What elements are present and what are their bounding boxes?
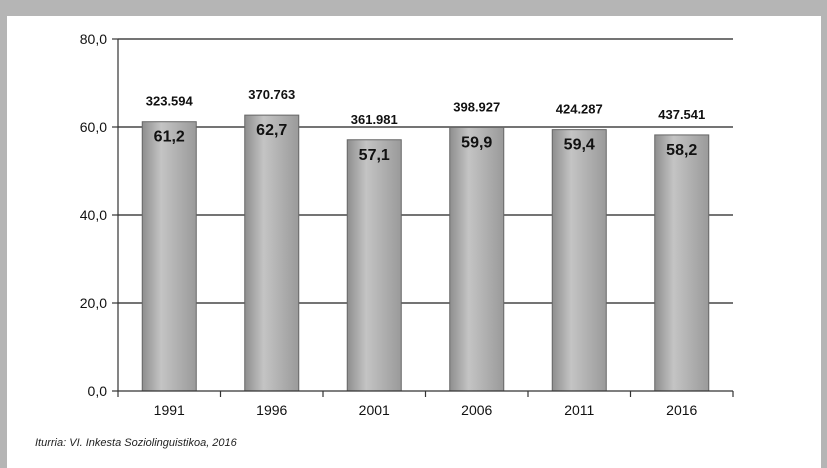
bar-2006 <box>449 126 505 392</box>
x-tick-label: 2006 <box>461 402 492 418</box>
bar-1996 <box>244 114 300 392</box>
value-label: 57,1 <box>359 147 390 164</box>
bar-2016 <box>654 134 710 392</box>
top-label: 323.594 <box>146 94 194 109</box>
frame-top <box>0 0 827 16</box>
y-tick-label: 80,0 <box>80 31 107 47</box>
value-label: 61,2 <box>154 129 185 146</box>
labels: 61,2 323.594 1991 62,7 370.763 1996 57,1 361.98… <box>146 87 706 418</box>
frame-right <box>821 0 827 468</box>
value-label: 59,4 <box>564 137 595 154</box>
top-label: 424.287 <box>556 102 603 117</box>
y-tick-label: 0,0 <box>88 383 108 399</box>
bar-1991 <box>141 121 197 392</box>
top-label: 398.927 <box>453 99 500 114</box>
value-label: 59,9 <box>461 134 492 151</box>
top-label: 370.763 <box>248 87 295 102</box>
frame-left <box>0 0 7 468</box>
top-label: 437.541 <box>658 107 705 122</box>
axes: 0,0 20,0 40,0 60,0 80,0 <box>80 31 734 399</box>
y-tick-label: 20,0 <box>80 295 107 311</box>
x-tick-label: 2001 <box>359 402 390 418</box>
value-label: 58,2 <box>666 142 697 159</box>
y-tick-label: 40,0 <box>80 207 107 223</box>
bar-2011 <box>551 129 607 392</box>
x-tick-label: 1996 <box>256 402 287 418</box>
x-tick-label: 1991 <box>154 402 185 418</box>
grid-lines <box>118 38 733 304</box>
bars <box>141 114 710 392</box>
top-label: 361.981 <box>351 112 398 127</box>
y-tick-label: 60,0 <box>80 119 107 135</box>
value-label: 62,7 <box>256 122 287 139</box>
source-note: Iturria: VI. Inkesta Soziolinguistikoa, … <box>35 437 237 449</box>
x-tick-label: 2016 <box>666 402 697 418</box>
x-tick-label: 2011 <box>564 402 594 418</box>
bar-2001 <box>346 139 402 392</box>
